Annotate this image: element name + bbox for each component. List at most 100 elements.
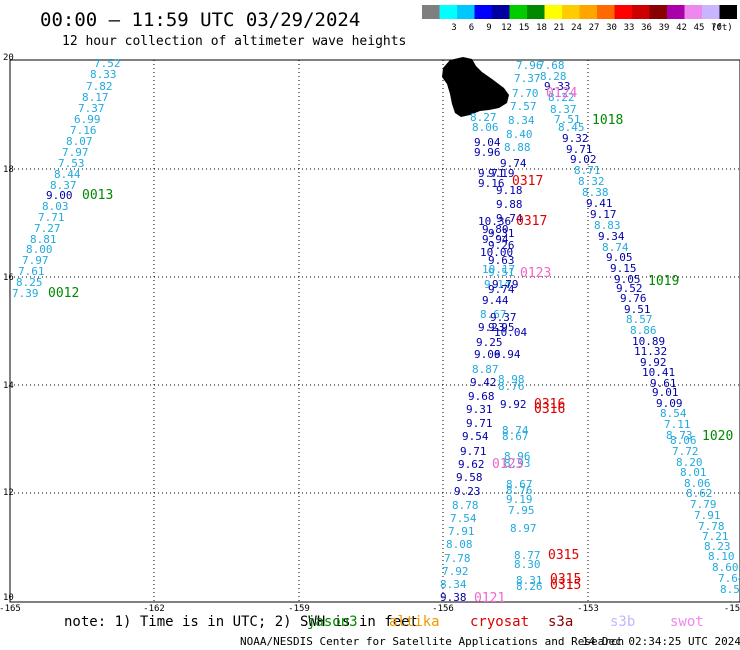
wave-height-label: 9.80 bbox=[482, 223, 509, 236]
colorbar-swatch bbox=[439, 5, 457, 19]
wave-height-label: 7.21 bbox=[702, 530, 729, 543]
colorbar-label: 27 bbox=[589, 23, 600, 33]
colorbar-swatch bbox=[649, 5, 667, 19]
wave-height-label: 7.70 bbox=[512, 87, 539, 100]
colorbar-swatch bbox=[684, 5, 702, 19]
colorbar-swatch bbox=[597, 5, 615, 19]
wave-height-label: 9.34 bbox=[598, 230, 625, 243]
wave-height-label: 8.06 bbox=[472, 121, 499, 134]
track-id-label: 1019 bbox=[648, 274, 679, 289]
wave-height-label: 9.06 bbox=[474, 348, 501, 361]
wave-height-label: 8.38 bbox=[582, 186, 609, 199]
wave-height-label: 8.74 bbox=[502, 424, 529, 437]
wave-height-label: 8.96 bbox=[504, 450, 531, 463]
colorbar-swatch bbox=[632, 5, 650, 19]
wave-height-label: 9.37 bbox=[490, 311, 517, 324]
wave-height-label: 8.93 bbox=[504, 457, 531, 470]
wave-height-label: 9.09 bbox=[656, 397, 683, 410]
wave-height-label: 9.15 bbox=[610, 262, 637, 275]
wave-height-label: 9.71 bbox=[460, 445, 487, 458]
footer-note: note: 1) Time is in UTC; 2) SWH is in fe… bbox=[64, 614, 418, 630]
wave-height-label: 8.76 bbox=[506, 484, 533, 497]
track-id-label: 0013 bbox=[82, 188, 113, 203]
credit-text: NOAA/NESDIS Center for Satellite Applica… bbox=[240, 635, 624, 648]
map-frame bbox=[9, 59, 740, 603]
wave-height-label: 9.16 bbox=[478, 177, 505, 190]
wave-height-label: 7.39 bbox=[12, 287, 39, 300]
wave-height-label: 9.92 bbox=[640, 356, 667, 369]
generated-time: 14 Dec 02:34:25 UTC 2024 bbox=[582, 635, 740, 648]
track-id-label: 0317 bbox=[516, 214, 547, 229]
wave-height-label: 8.06 bbox=[670, 434, 697, 447]
wave-height-label: 8.81 bbox=[30, 233, 57, 246]
wave-height-label: 7.78 bbox=[698, 520, 725, 533]
wave-height-label: 8.67 bbox=[506, 478, 533, 491]
wave-height-label: 8.07 bbox=[66, 135, 93, 148]
wave-height-label: 8.67 bbox=[502, 430, 529, 443]
wave-height-label: 7.78 bbox=[444, 552, 471, 565]
x-tick-label: -156 bbox=[432, 604, 454, 614]
y-tick-label: 12 bbox=[3, 488, 14, 498]
track-id-label: 0315 bbox=[548, 548, 579, 563]
colorbar-label: 3 bbox=[451, 23, 456, 33]
wave-height-label: 7.53 bbox=[58, 157, 85, 170]
wave-height-label: 8.40 bbox=[506, 128, 533, 141]
wave-height-label: 9.62 bbox=[458, 458, 485, 471]
wave-height-label: 8.03 bbox=[42, 200, 69, 213]
wave-height-label: 9.04 bbox=[474, 136, 501, 149]
wave-height-label: 9.92 bbox=[500, 398, 527, 411]
wave-height-label: 9.23 bbox=[478, 321, 505, 334]
y-tick-label: 10 bbox=[3, 593, 14, 603]
colorbar-label: 21 bbox=[554, 23, 565, 33]
track-id-label: 0315 bbox=[550, 578, 581, 593]
wave-height-label: 9.96 bbox=[474, 146, 501, 159]
wave-height-label: 8.08 bbox=[446, 538, 473, 551]
wave-height-label: 9.71 bbox=[566, 143, 593, 156]
colorbar-swatch bbox=[562, 5, 580, 19]
satellite-altika-label: altika bbox=[389, 614, 440, 630]
satellite-jason3-label: jason3 bbox=[307, 614, 358, 630]
wave-height-label: 9.63 bbox=[488, 254, 515, 267]
wave-height-label: 7.97 bbox=[62, 146, 89, 159]
satellite-swot-label: swot bbox=[670, 614, 704, 630]
track-id-label: 0317 bbox=[512, 174, 543, 189]
track-id-label: 0316 bbox=[534, 402, 565, 417]
colorbar-swatch bbox=[614, 5, 632, 19]
track-id-label: 0123 bbox=[520, 266, 551, 281]
wave-height-label: 8.57 bbox=[626, 313, 653, 326]
wave-height-label: 7.97 bbox=[22, 254, 49, 267]
wave-height-label: 7.91 bbox=[694, 509, 721, 522]
wave-height-label: 8.97 bbox=[510, 522, 537, 535]
colorbar-label: 33 bbox=[624, 23, 635, 33]
wave-height-label: 7.64 bbox=[718, 572, 740, 585]
x-tick-label: -159 bbox=[288, 604, 310, 614]
axis-labels: 20 18 16 14 12 10 -165 -162 -159 -156 -1… bbox=[0, 53, 740, 614]
wave-height-label: 9.42 bbox=[470, 376, 497, 389]
wave-height-label: 6.99 bbox=[74, 113, 101, 126]
track-id-label: 0123 bbox=[492, 457, 523, 472]
satellite-s3a-label: s3a bbox=[548, 614, 573, 630]
wave-height-label: 9.32 bbox=[562, 132, 589, 145]
track-id-label: 1020 bbox=[702, 429, 733, 444]
colorbar-label: 30 bbox=[606, 23, 617, 33]
wave-height-label: 9.19 bbox=[488, 167, 515, 180]
colorbar-swatch bbox=[492, 5, 510, 19]
wave-height-label: 10.36 bbox=[478, 215, 511, 228]
wave-height-label: 7.61 bbox=[18, 265, 45, 278]
wave-height-label: 7.37 bbox=[78, 102, 105, 115]
wave-height-label: 8.34 bbox=[508, 114, 535, 127]
colorbar-swatch bbox=[579, 5, 597, 19]
wave-height-label: 10.04 bbox=[494, 326, 527, 339]
wave-height-label: 7.72 bbox=[672, 445, 699, 458]
wave-height-label: 9.94 bbox=[494, 348, 521, 361]
wave-height-label: 7.71 bbox=[38, 211, 65, 224]
wave-height-label: 9.33 bbox=[544, 80, 571, 93]
wave-height-label: 10.41 bbox=[642, 366, 675, 379]
wave-height-label: 8.37 bbox=[50, 179, 77, 192]
colorbar-label: 24 bbox=[571, 23, 582, 33]
track-id-label: 0124 bbox=[546, 86, 577, 101]
wave-height-label: 9.94 bbox=[482, 233, 509, 246]
wave-height-label: 9.05 bbox=[606, 251, 633, 264]
track-id-label: 0315 bbox=[550, 572, 581, 587]
wave-height-label: 9.51 bbox=[488, 266, 515, 279]
